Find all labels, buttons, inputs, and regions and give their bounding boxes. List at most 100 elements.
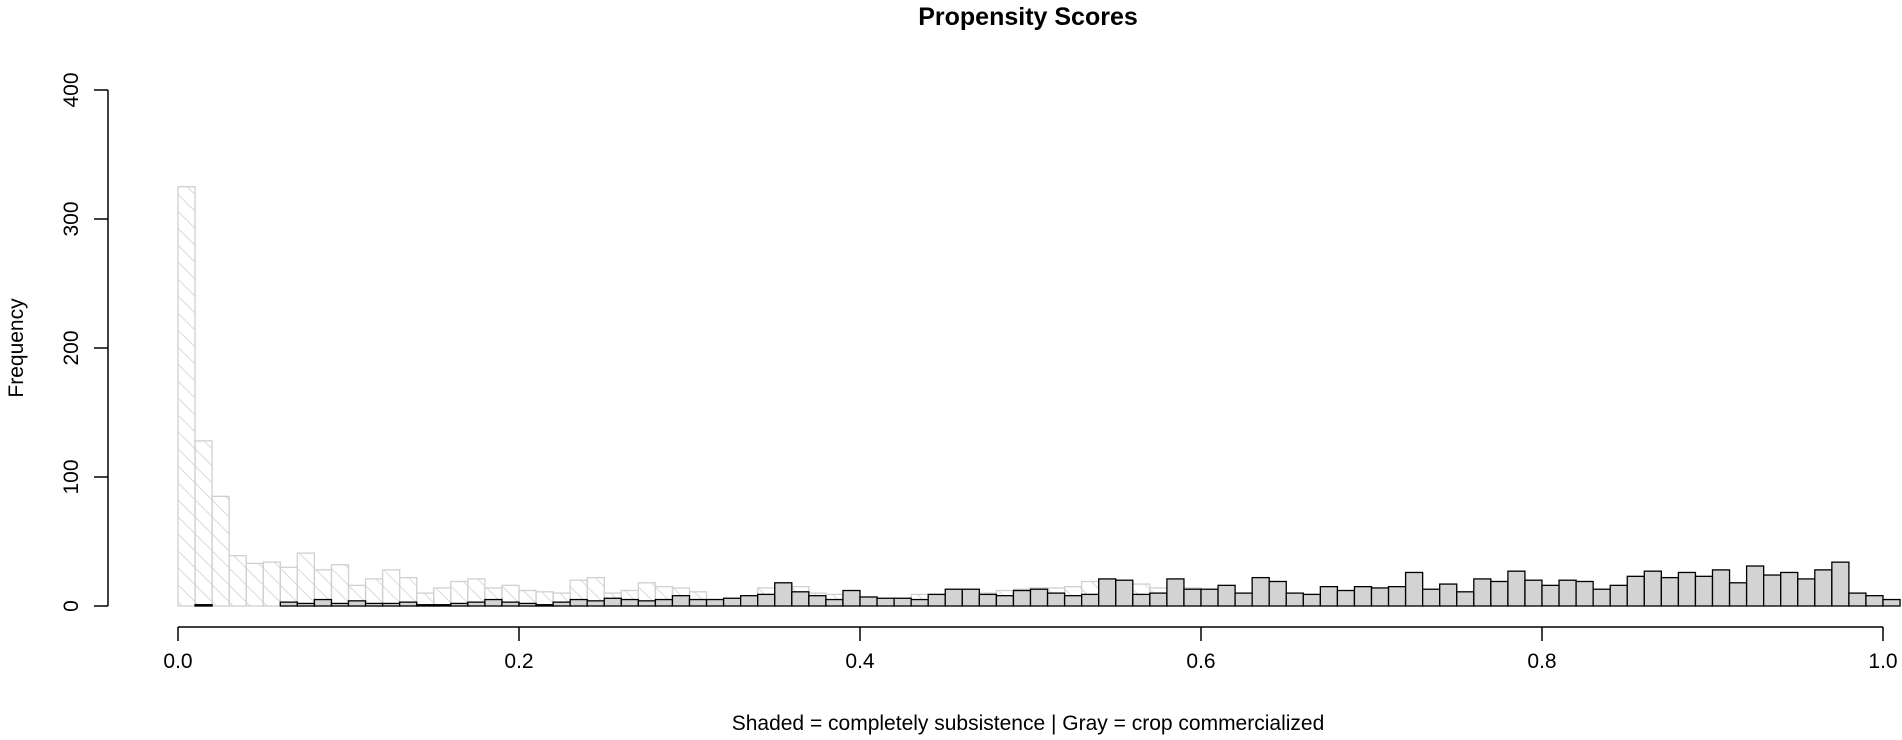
- x-tick-label-3: 0.6: [1186, 650, 1215, 673]
- gray-bar-78: [1507, 570, 1526, 607]
- gray-bar-32: [722, 597, 742, 607]
- gray-bar-43: [910, 598, 929, 607]
- x-axis: 0.0 0.2 0.4 0.6 0.8 1.0: [163, 626, 1898, 673]
- gray-bar-72: [1404, 571, 1424, 607]
- shaded-bar-1: [194, 440, 213, 607]
- gray-bar-8: [313, 598, 333, 607]
- gray-bar-79: [1524, 579, 1543, 607]
- gray-bar-58: [1166, 578, 1185, 607]
- shaded-bar-2: [211, 495, 230, 607]
- gray-bar-41: [876, 597, 895, 607]
- gray-bar-52: [1063, 595, 1083, 607]
- gray-bar-21: [535, 604, 554, 607]
- shaded-bar-21: [535, 591, 554, 607]
- gray-bar-34: [757, 593, 776, 607]
- gray-bar-17: [467, 601, 486, 607]
- gray-bar-74: [1439, 583, 1458, 607]
- gray-bar-100: [1882, 598, 1901, 607]
- x-tick-label-5: 1.0: [1868, 650, 1897, 673]
- gray-bar-90: [1711, 569, 1731, 607]
- gray-bar-73: [1422, 588, 1441, 607]
- y-axis: 0 100 200 300 400: [60, 72, 109, 612]
- shaded-bar-16: [450, 580, 469, 607]
- shaded-bar-6: [279, 566, 298, 607]
- gray-bar-16: [450, 602, 469, 607]
- shaded-bar-0: [177, 186, 196, 607]
- y-tick-label-4: 400: [60, 72, 83, 107]
- gray-bar-38: [825, 598, 844, 607]
- shaded-bar-5: [262, 561, 281, 607]
- gray-bar-70: [1370, 587, 1390, 607]
- gray-bar-63: [1251, 576, 1270, 607]
- gray-bar-68: [1336, 589, 1356, 607]
- gray-bar-93: [1763, 574, 1782, 607]
- y-tick-label-1: 100: [60, 459, 83, 494]
- gray-bar-30: [688, 598, 708, 607]
- x-axis-label: Shaded = completely subsistence | Gray =…: [732, 712, 1325, 735]
- gray-bar-89: [1694, 575, 1714, 607]
- gray-bar-51: [1046, 592, 1066, 607]
- x-tick-label-0: 0.0: [163, 650, 192, 673]
- gray-bar-92: [1745, 565, 1765, 607]
- gray-bar-15: [433, 604, 452, 607]
- gray-bar-97: [1831, 561, 1850, 607]
- gray-bar-64: [1268, 580, 1287, 607]
- gray-bar-69: [1353, 586, 1373, 607]
- gray-bar-66: [1302, 593, 1322, 607]
- gray-bar-98: [1848, 592, 1867, 607]
- shaded-bar-15: [433, 587, 452, 607]
- gray-bar-14: [416, 604, 435, 607]
- gray-bar-88: [1677, 571, 1697, 607]
- gray-bar-84: [1609, 584, 1628, 607]
- gray-bar-45: [944, 588, 963, 607]
- gray-bar-25: [603, 597, 622, 607]
- gray-bar-85: [1626, 575, 1645, 607]
- gray-bar-94: [1780, 571, 1799, 607]
- gray-bar-61: [1217, 584, 1236, 607]
- gray-bar-47: [978, 593, 998, 607]
- gray-bar-12: [381, 602, 401, 607]
- gray-bar-65: [1285, 592, 1304, 607]
- gray-bar-35: [774, 582, 793, 607]
- gray-bar-33: [740, 595, 759, 607]
- shaded-bar-12: [381, 569, 401, 607]
- gray-bar-71: [1387, 586, 1407, 607]
- y-tick-label-3: 300: [60, 201, 83, 236]
- shaded-bar-11: [364, 578, 384, 607]
- gray-bar-29: [671, 595, 691, 607]
- gray-bar-67: [1319, 586, 1339, 607]
- gray-bar-44: [927, 593, 946, 607]
- gray-bar-81: [1558, 579, 1577, 607]
- gray-bar-56: [1132, 593, 1151, 607]
- gray-bar-95: [1797, 578, 1816, 607]
- gray-bar-31: [705, 598, 725, 607]
- shaded-bar-3: [228, 555, 247, 607]
- gray-bar-80: [1541, 584, 1560, 607]
- gray-bar-27: [637, 600, 657, 607]
- chart-title: Propensity Scores: [918, 3, 1138, 31]
- gray-bar-39: [842, 589, 861, 607]
- gray-bar-75: [1456, 591, 1475, 607]
- gray-bar-83: [1592, 588, 1611, 607]
- y-axis-label: Frequency: [5, 298, 28, 398]
- gray-bar-86: [1643, 570, 1663, 607]
- gray-bar-60: [1200, 588, 1219, 607]
- gray-bar-9: [330, 602, 350, 607]
- gray-bar-91: [1728, 582, 1748, 607]
- shaded-bar-9: [330, 564, 350, 607]
- gray-bar-20: [518, 602, 537, 607]
- shaded-bars: [177, 186, 1884, 607]
- gray-bars: [194, 561, 1901, 607]
- gray-bar-36: [791, 591, 810, 607]
- gray-bar-19: [501, 601, 520, 607]
- gray-bar-55: [1115, 579, 1134, 607]
- gray-bar-40: [859, 596, 878, 607]
- gray-bar-87: [1660, 576, 1680, 607]
- x-tick-label-2: 0.4: [845, 650, 875, 673]
- gray-bar-62: [1234, 592, 1253, 607]
- gray-bar-99: [1865, 595, 1884, 607]
- gray-bar-11: [364, 602, 384, 607]
- gray-bar-23: [569, 598, 588, 607]
- gray-bar-46: [961, 588, 980, 607]
